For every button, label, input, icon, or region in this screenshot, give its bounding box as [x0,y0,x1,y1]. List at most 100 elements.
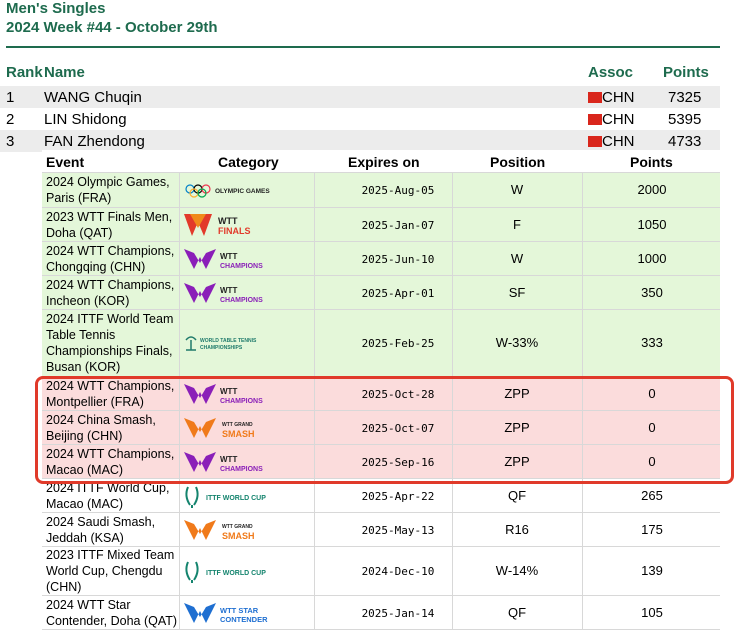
event-expires: 2025-Feb-25 [361,337,435,350]
event-name: 2024 WTT Champions, Montpellier (FRA) [46,378,181,410]
wtt-grand-smash-logo: WTT GRAND SMASH [182,413,282,443]
event-row[interactable]: 2023 WTT Finals Men, Doha (QAT) WTT FINALS 2… [42,208,720,242]
event-name-line: Doha (QAT) [46,226,113,240]
event-name: 2024 WTT Champions, Chongqing (CHN) [46,243,181,275]
event-name: 2024 ITTF World Team Table Tennis Champion… [46,311,181,375]
event-row[interactable]: 2023 ITTF Mixed Team World Cup, Chengdu (C… [42,547,720,596]
event-name-line: Beijing (CHN) [46,429,123,443]
wtt-grand-smash-logo: WTT GRAND SMASH [182,515,282,545]
event-position: R16 [505,522,529,537]
event-name-line: 2024 Saudi Smash, [46,515,156,529]
event-row[interactable]: 2024 WTT Star Contender, Doha (QAT) WTT ST… [42,596,720,630]
event-expires: 2025-Jun-10 [361,253,435,266]
event-points: 1000 [637,251,667,266]
event-name-line: 2024 WTT Champions, [46,447,175,461]
player-rank: 3 [6,133,15,150]
event-points: 2000 [637,182,667,197]
event-position: ZPP [504,386,530,401]
event-name: 2024 WTT Champions, Incheon (KOR) [46,277,181,309]
event-name-line: Macao (MAC) [46,497,124,511]
event-points: 265 [641,488,663,503]
event-position: ZPP [504,420,530,435]
svg-text:WTT: WTT [220,455,237,464]
events-col-category: Category [218,154,279,170]
event-expires: 2025-Apr-22 [361,490,435,503]
player-assoc: CHN [602,111,635,128]
svg-text:CHAMPIONS: CHAMPIONS [220,398,263,405]
svg-text:WTT GRAND: WTT GRAND [222,524,253,530]
event-name-line: 2024 WTT Star [46,598,131,612]
wtt-champions-logo: WTT CHAMPIONS [182,278,282,308]
events-col-event: Event [46,154,85,170]
player-name[interactable]: WANG Chuqin [44,89,142,106]
col-points: Points [663,64,709,81]
event-name-line: 2024 WTT Champions, [46,379,175,393]
player-name[interactable]: FAN Zhendong [44,133,145,150]
event-row[interactable]: 2024 WTT Champions, Incheon (KOR) WTT CHAMP… [42,276,720,310]
svg-text:FINALS: FINALS [218,226,251,236]
event-name-line: Table Tennis [46,328,116,342]
event-points: 1050 [637,217,667,232]
china-flag-icon [588,92,602,103]
svg-text:WTT: WTT [220,286,237,295]
event-name-line: 2024 WTT Champions, [46,278,175,292]
event-position: ZPP [504,454,530,469]
event-expires: 2025-Apr-01 [361,287,435,300]
event-name-line: 2024 Olympic Games, [46,175,170,189]
svg-text:WTT: WTT [220,252,237,261]
event-name: 2023 ITTF Mixed Team World Cup, Chengdu (C… [46,547,181,595]
player-name[interactable]: LIN Shidong [44,111,127,128]
event-name: 2024 ITTF World Cup, Macao (MAC) [46,480,181,512]
page-title: Men's Singles [6,0,106,17]
event-position: W-14% [495,563,539,578]
event-position: W [510,182,524,197]
event-row[interactable]: 2024 ITTF World Team Table Tennis Champion… [42,310,720,377]
header-rule [6,46,720,48]
event-points: 139 [641,563,663,578]
china-flag-icon [588,114,602,125]
event-expires: 2025-Oct-28 [361,388,435,401]
svg-text:OLYMPIC GAMES: OLYMPIC GAMES [215,188,270,195]
event-name-line: 2024 China Smash, [46,413,156,427]
player-points: 5395 [668,111,702,128]
event-points: 0 [648,420,656,435]
event-expires: 2025-Oct-07 [361,422,435,435]
player-row[interactable]: 3 FAN Zhendong CHN 4733 [0,130,720,152]
event-row[interactable]: 2024 Saudi Smash, Jeddah (KSA) WTT GRAND SM… [42,513,720,547]
svg-text:CHAMPIONSHIPS: CHAMPIONSHIPS [200,345,243,351]
player-rank: 1 [6,89,15,106]
svg-text:SMASH: SMASH [222,429,255,439]
event-row[interactable]: 2024 ITTF World Cup, Macao (MAC) ITTF WORL… [42,479,720,513]
event-expires: 2025-Jan-14 [361,607,435,620]
event-row[interactable]: 2024 WTT Champions, Macao (MAC) WTT CHAMPIO… [42,445,720,479]
player-rank: 2 [6,111,15,128]
player-points: 4733 [668,133,702,150]
event-name-line: Paris (FRA) [46,191,112,205]
col-name: Name [44,64,85,81]
events-col-points: Points [630,154,673,170]
player-row[interactable]: 2 LIN Shidong CHN 5395 [0,108,720,130]
svg-text:CHAMPIONS: CHAMPIONS [220,263,263,270]
event-name-line: Macao (MAC) [46,463,124,477]
player-row[interactable]: 1 WANG Chuqin CHN 7325 [0,86,720,108]
wtt-champions-logo: WTT CHAMPIONS [182,447,282,477]
col-assoc: Assoc [588,64,634,81]
svg-text:CONTENDER: CONTENDER [220,615,268,624]
event-position: F [513,217,521,232]
event-row[interactable]: 2024 WTT Champions, Montpellier (FRA) WTT C… [42,377,720,411]
event-name-line: Montpellier (FRA) [46,395,144,409]
svg-text:CHAMPIONS: CHAMPIONS [220,466,263,473]
event-name: 2024 Saudi Smash, Jeddah (KSA) [46,514,181,546]
olympic-games-logo: OLYMPIC GAMES [182,175,282,205]
event-name-line: Busan (KOR) [46,360,121,374]
ittf-world-cup-logo: ITTF WORLD CUP [182,556,282,586]
event-expires: 2025-Aug-05 [361,184,435,197]
event-row[interactable]: 2024 China Smash, Beijing (CHN) WTT GRAND S… [42,411,720,445]
event-position: SF [508,285,526,300]
player-assoc: CHN [602,89,635,106]
event-row[interactable]: 2024 Olympic Games, Paris (FRA) OLYMPIC GA… [42,173,720,208]
svg-text:CHAMPIONS: CHAMPIONS [220,297,263,304]
event-expires: 2025-May-13 [361,524,435,537]
world-team-championships-logo: WORLD TABLE TENNIS CHAMPIONSHIPS [182,328,282,358]
event-row[interactable]: 2024 WTT Champions, Chongqing (CHN) WTT CHA… [42,242,720,276]
